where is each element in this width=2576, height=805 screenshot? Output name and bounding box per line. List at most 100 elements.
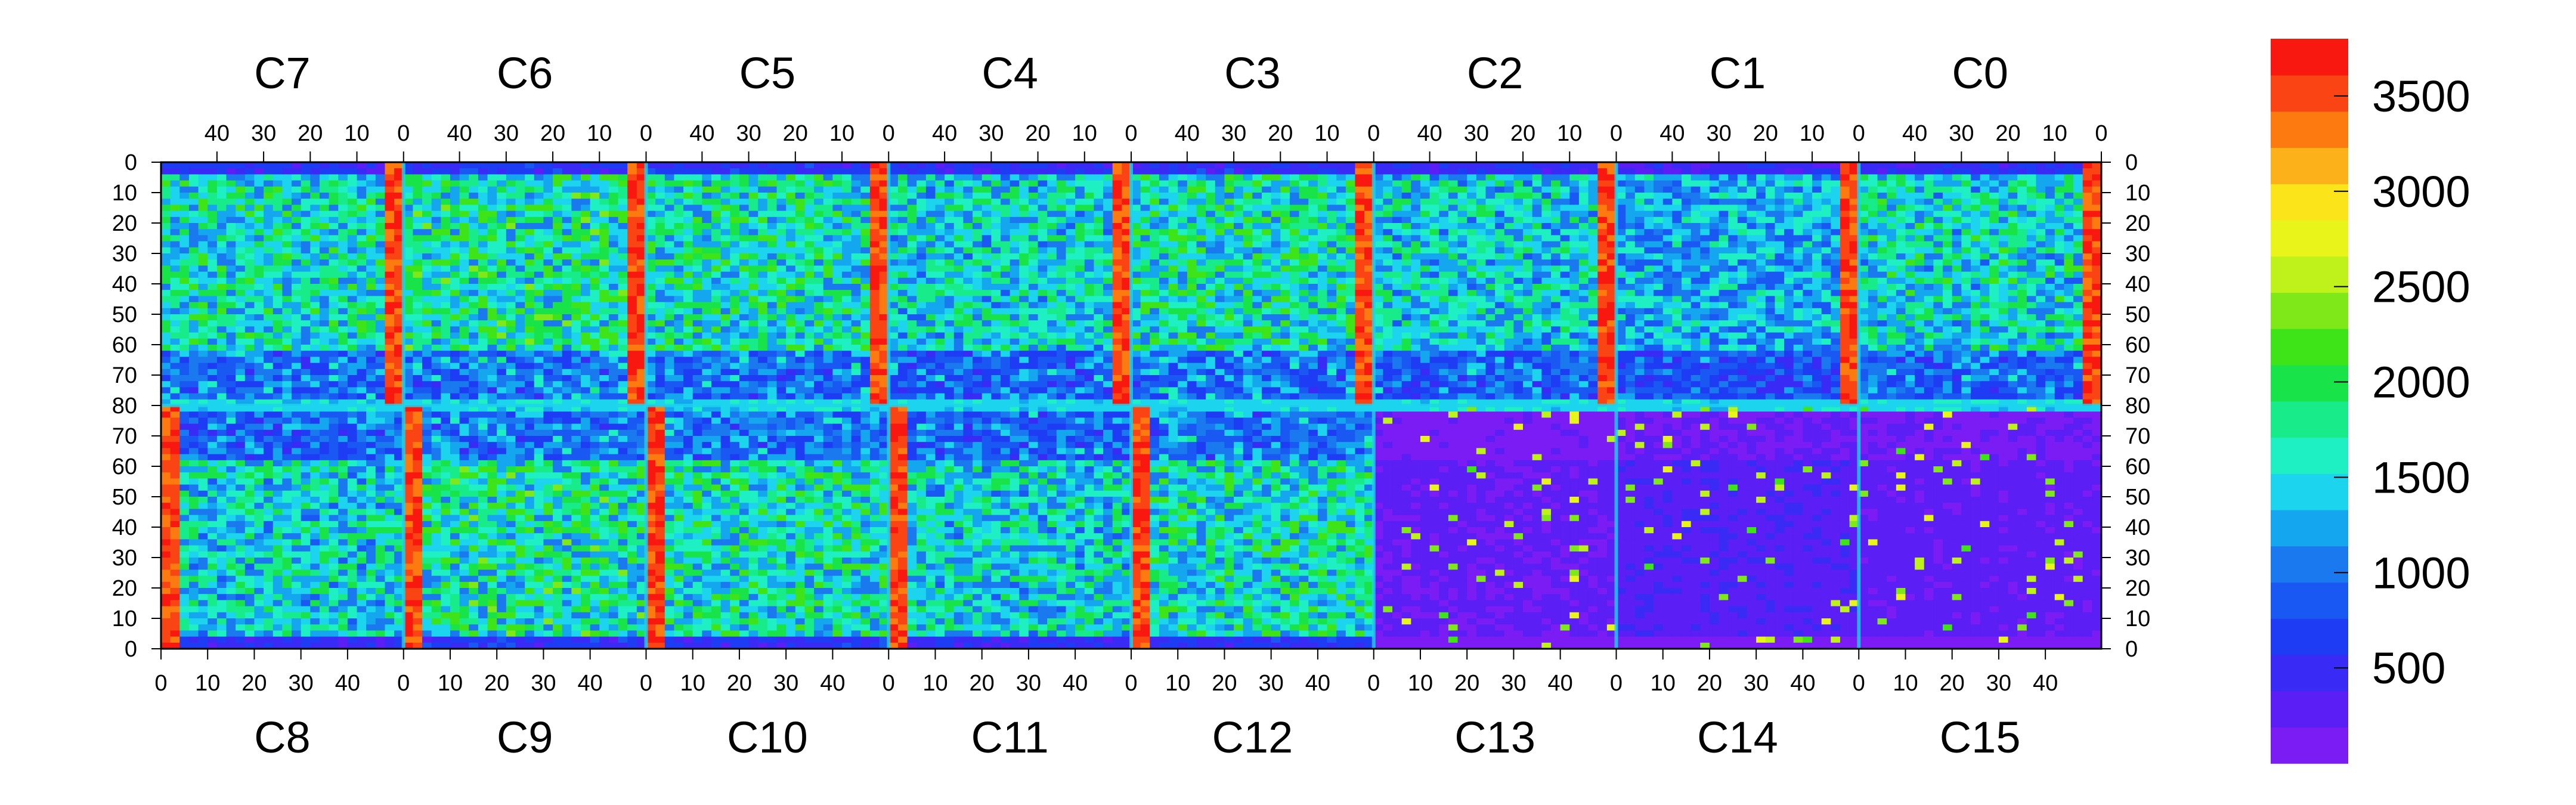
right-y-tick-label: 60: [2125, 333, 2150, 358]
bottom-x-tick-label: 10: [922, 671, 948, 696]
top-x-tick-label: 10: [1072, 121, 1097, 146]
bottom-x-tick-label: 0: [1610, 671, 1623, 696]
top-x-tick-label: 40: [1417, 121, 1442, 146]
bottom-x-tick-label: 10: [1651, 671, 1676, 696]
chip-label-c9: C9: [497, 713, 553, 762]
top-x-tick-label: 0: [640, 121, 652, 146]
chip-c14: [1616, 405, 1859, 649]
chip-labels: C7 C6 C5 C4 C3 C2 C1 C0 C8 C9 C10 C11 C12 C13 C14 C15: [254, 48, 2020, 762]
top-x-tick-label: 20: [1025, 121, 1050, 146]
chip-c8: [161, 405, 404, 649]
bottom-x-tick-label: 30: [1259, 671, 1284, 696]
chip-label-c6: C6: [497, 48, 553, 98]
top-x-tick-label: 10: [344, 121, 369, 146]
bottom-x-tick-label: 0: [1125, 671, 1137, 696]
left-y-tick-label: 70: [112, 424, 137, 449]
bottom-x-tick-label: 40: [1305, 671, 1330, 696]
chip-label-c14: C14: [1697, 713, 1778, 762]
bottom-x-tick-label: 40: [577, 671, 602, 696]
left-y-tick-label: 60: [112, 454, 137, 479]
chip-c5: [646, 162, 889, 406]
bottom-x-tick-label: 30: [1016, 671, 1041, 696]
top-x-tick-label: 0: [883, 121, 895, 146]
top-x-tick-label: 30: [736, 121, 761, 146]
top-x-tick-label: 40: [932, 121, 957, 146]
bottom-x-tick-label: 0: [154, 671, 167, 696]
chip-c13: [1373, 405, 1617, 649]
colorbar-swatch: [2271, 654, 2348, 692]
top-x-tick-label: 40: [447, 121, 472, 146]
top-x-tick-label: 30: [1464, 121, 1489, 146]
chip-label-c11: C11: [971, 713, 1048, 762]
chip-label-c2: C2: [1467, 48, 1524, 98]
top-x-tick-label: 30: [494, 121, 519, 146]
chip-dividers: [161, 162, 2101, 649]
chip-label-c3: C3: [1224, 48, 1281, 98]
bottom-x-tick-label: 0: [1367, 671, 1380, 696]
left-y-tick-label: 0: [125, 637, 137, 662]
chip-label-c8: C8: [254, 713, 311, 762]
chip-label-c12: C12: [1212, 713, 1293, 762]
colorbar-tick-label: 1500: [2372, 453, 2470, 502]
left-y-tick-label: 80: [112, 394, 137, 419]
top-x-tick-label: 20: [1753, 121, 1778, 146]
bottom-x-tick-label: 0: [640, 671, 652, 696]
left-y-tick-label: 10: [112, 606, 137, 631]
right-y-tick-label: 40: [2125, 272, 2150, 297]
colorbar-tick-label: 500: [2372, 643, 2445, 693]
top-x-tick-label: 20: [1995, 121, 2020, 146]
bottom-x-tick-label: 20: [1212, 671, 1237, 696]
top-x-tick-label: 10: [829, 121, 854, 146]
colorbar-swatch: [2271, 727, 2348, 764]
top-x-tick-label: 40: [1659, 121, 1685, 146]
top-x-tick-label: 20: [540, 121, 565, 146]
colorbar-swatch: [2271, 111, 2348, 148]
colorbar-swatch: [2271, 364, 2348, 402]
top-x-tick-label: 30: [979, 121, 1004, 146]
top-x-tick-label: 10: [1314, 121, 1339, 146]
chip-c2: [1373, 162, 1617, 406]
top-x-tick-label: 20: [298, 121, 323, 146]
colorbar-swatch: [2271, 582, 2348, 619]
colorbar-swatch: [2271, 437, 2348, 474]
chip-c6: [403, 162, 647, 406]
chip-c4: [888, 162, 1132, 406]
right-y-tick-label: 0: [2125, 637, 2138, 662]
colorbar-tick-label: 1000: [2372, 548, 2470, 597]
bottom-x-tick-label: 40: [2033, 671, 2058, 696]
top-x-tick-label: 20: [783, 121, 808, 146]
top-x-tick-label: 40: [205, 121, 230, 146]
left-y-tick-label: 50: [112, 485, 137, 510]
bottom-x-tick-label: 30: [531, 671, 556, 696]
colorbar-tick-label: 3500: [2372, 72, 2470, 121]
bottom-x-tick-label: 0: [1853, 671, 1865, 696]
chip-label-c7: C7: [254, 48, 311, 98]
top-x-tick-label: 0: [1853, 121, 1865, 146]
top-x-tick-label: 0: [397, 121, 410, 146]
bottom-x-tick-label: 10: [1893, 671, 1918, 696]
right-y-tick-label: 0: [2125, 150, 2138, 175]
bottom-x-tick-label: 20: [1454, 671, 1479, 696]
top-x-tick-label: 0: [1367, 121, 1380, 146]
right-y-tick-label: 70: [2125, 363, 2150, 388]
left-y-tick-label: 50: [112, 302, 137, 327]
chip-c10: [646, 405, 889, 649]
top-x-tick-label: 0: [1610, 121, 1623, 146]
chip-c0: [1859, 162, 2102, 406]
bottom-x-tick-label: 20: [970, 671, 995, 696]
right-y-tick-label: 10: [2125, 181, 2150, 206]
right-y-tick-label: 20: [2125, 211, 2150, 236]
top-x-tick-label: 10: [2042, 121, 2067, 146]
colorbar-swatch: [2271, 473, 2348, 510]
bottom-x-tick-label: 30: [773, 671, 798, 696]
top-x-tick-label: 0: [1125, 121, 1137, 146]
chip-label-c1: C1: [1710, 48, 1766, 98]
bottom-x-tick-label: 20: [1940, 671, 1965, 696]
left-y-tick-label: 30: [112, 546, 137, 571]
right-y-tick-label: 80: [2125, 394, 2150, 419]
bottom-x-tick-label: 0: [397, 671, 410, 696]
left-y-tick-label: 20: [112, 211, 137, 236]
chip-c7: [161, 162, 404, 406]
bottom-x-tick-label: 40: [335, 671, 360, 696]
